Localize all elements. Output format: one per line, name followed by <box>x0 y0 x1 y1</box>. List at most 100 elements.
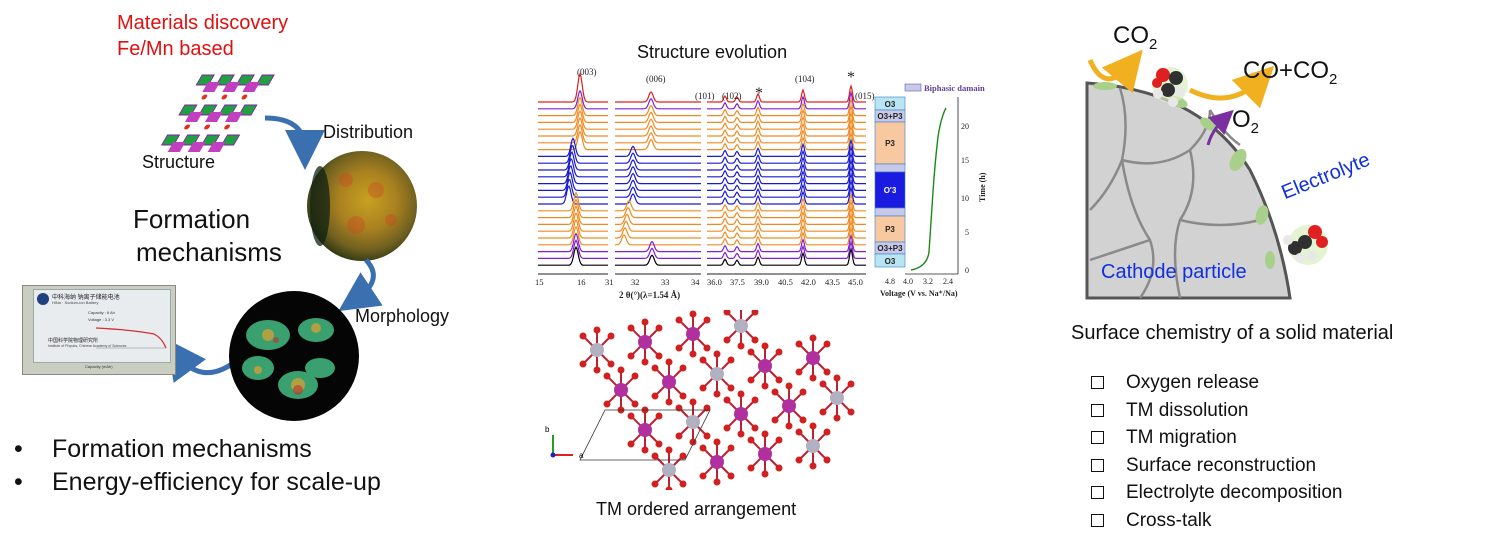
tm-atom <box>686 415 700 429</box>
oxygen-atom <box>819 380 827 388</box>
battery-institute: 中国科学院物理研究所 <box>48 338 99 344</box>
arrow-structure-to-distribution <box>264 115 325 170</box>
oxygen-atom <box>713 438 721 446</box>
x-tick: 34 <box>691 277 700 287</box>
oxygen-atom <box>675 344 683 352</box>
morphology-label: Morphology <box>355 306 450 326</box>
xrd-trace <box>615 91 701 103</box>
xrd-trace <box>707 131 866 151</box>
xrd-trace <box>707 246 866 266</box>
checklist-item: TM dissolution <box>1091 397 1343 425</box>
oxygen-atom <box>603 372 611 380</box>
xrd-trace <box>707 158 866 178</box>
xrd-trace <box>615 159 701 171</box>
axis-a-label: a <box>579 451 584 460</box>
surface-issues-checklist: Oxygen release TM dissolution TM migrati… <box>1091 369 1343 534</box>
voltage-curve <box>910 107 947 271</box>
xrd-trace <box>538 103 608 123</box>
oxygen-atom <box>747 348 755 356</box>
battery-axis-label: Capacity (mAh) <box>85 364 113 369</box>
xrd-trace <box>538 232 608 253</box>
tm-atom <box>662 375 676 389</box>
xrd-trace <box>538 198 608 219</box>
voltage-axis-label: Voltage (V vs. Na⁺/Na) <box>880 289 958 298</box>
oxygen-atom <box>665 358 673 366</box>
time-tick: 20 <box>961 122 969 131</box>
co2-subscript: 2 <box>1149 35 1158 53</box>
oxygen-atom <box>809 334 817 342</box>
checkbox-icon <box>1091 431 1104 444</box>
xrd-trace <box>707 212 866 232</box>
oxygen-atom <box>785 382 793 390</box>
oxygen-atom <box>775 348 783 356</box>
xrd-trace <box>538 165 608 185</box>
oxygen-atom <box>823 340 831 348</box>
axis-b-label: b <box>545 425 550 434</box>
time-axis-label: Time (h) <box>978 172 987 202</box>
oxygen-atom <box>689 350 697 358</box>
checklist-item-label: Oxygen release <box>1126 372 1260 393</box>
xrd-trace <box>615 152 701 164</box>
oxygen-atom <box>727 356 735 364</box>
oxygen-atom <box>795 428 803 436</box>
oxygen-atom <box>665 486 673 490</box>
checklist-item: Oxygen release <box>1091 369 1343 397</box>
oxygen-atom <box>651 480 659 488</box>
o2-subscript: 2 <box>1250 119 1260 137</box>
tm-atom <box>806 351 820 365</box>
xrd-trace <box>707 104 866 123</box>
x-axis-label: 2 θ(°)(λ=1.54 Å) <box>619 290 680 300</box>
xrd-trace <box>615 172 701 185</box>
xrd-trace <box>615 254 701 266</box>
formation-line-1: Formation <box>133 204 251 234</box>
checklist-item: Cross-talk <box>1091 507 1343 535</box>
oxygen-atom <box>651 364 659 372</box>
tm-atom <box>638 335 652 349</box>
phase-label: O'3 <box>884 186 897 195</box>
xrd-trace <box>538 191 608 212</box>
xrd-trace <box>538 144 608 164</box>
xrd-trace <box>538 157 608 178</box>
o2-release-arrow <box>1206 109 1234 146</box>
distribution-map-image <box>307 151 417 261</box>
xrd-trace <box>538 171 608 191</box>
oxygen-atom <box>795 340 803 348</box>
oxygen-atom <box>627 352 635 360</box>
legend-swatch <box>904 83 922 92</box>
oxygen-atom <box>823 428 831 436</box>
oxygen-atom <box>689 310 697 318</box>
oxygen-atom <box>675 404 683 412</box>
lattice-atoms <box>579 310 855 490</box>
oxygen-atom <box>655 324 663 332</box>
x-tick: 36.0 <box>707 277 722 287</box>
checklist-item: TM migration <box>1091 424 1343 452</box>
crystal-axes: b a <box>545 425 584 460</box>
oxygen-atom <box>723 396 731 404</box>
oxygen-atom <box>771 416 779 424</box>
battery-voltage: Voltage : 3.3 V <box>88 317 115 322</box>
tm-atom <box>686 327 700 341</box>
x-tick: 15 <box>535 277 544 287</box>
battery-logo <box>37 293 49 305</box>
oxygen-atom <box>627 440 635 448</box>
xrd-trace <box>707 172 866 191</box>
xrd-trace <box>538 150 608 171</box>
oxygen-atom <box>727 444 735 452</box>
o2-text: O <box>1232 106 1251 133</box>
x-tick: 42.0 <box>801 277 816 287</box>
xrd-trace <box>615 240 701 253</box>
tm-atom <box>758 447 772 461</box>
checkbox-icon <box>1091 403 1104 417</box>
oxygen-atom <box>631 372 639 380</box>
co2-label: CO2 <box>1113 22 1157 53</box>
bullet-item: Energy-efficiency for scale-up <box>0 466 381 499</box>
x-tick: 39.0 <box>754 277 769 287</box>
oxygen-atom <box>823 456 831 464</box>
tm-atom <box>590 343 604 357</box>
oxygen-atom <box>679 480 687 488</box>
xrd-trace <box>615 227 701 239</box>
phase-label: O3 <box>885 257 896 266</box>
title-line-2: Fe/Mn based <box>117 38 234 60</box>
oxygen-atom <box>771 388 779 396</box>
xrd-trace <box>707 97 866 117</box>
